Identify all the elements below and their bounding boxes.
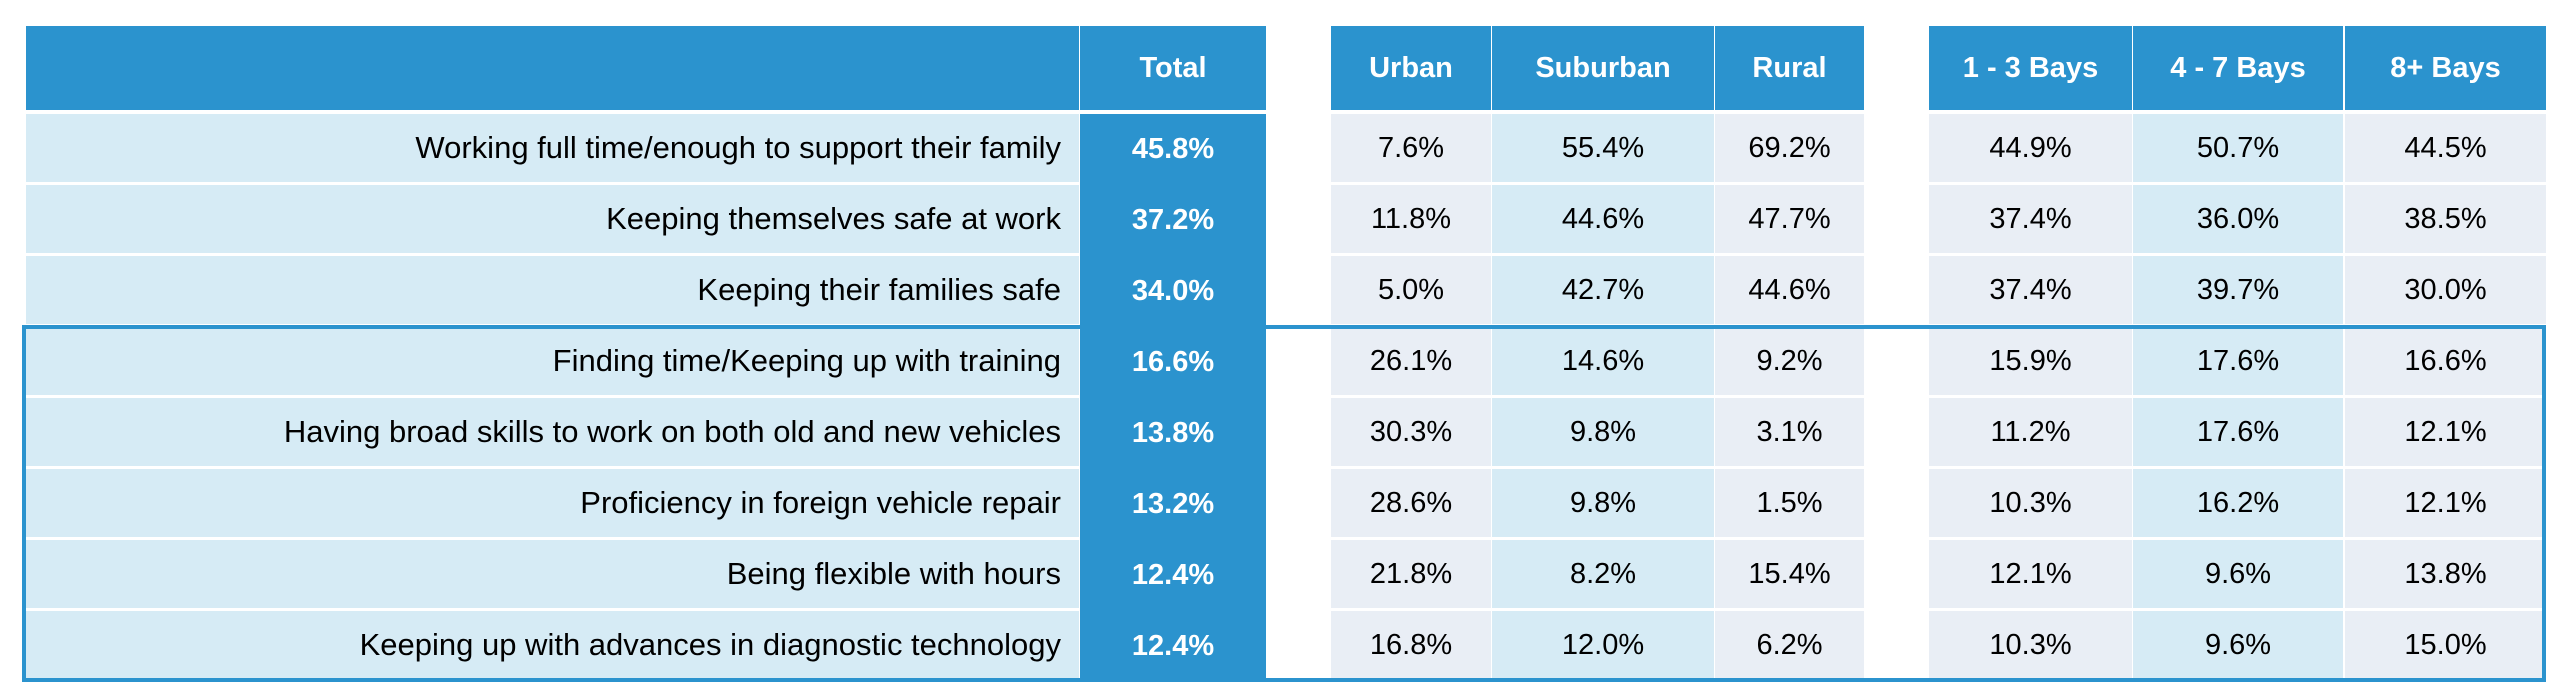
table-cell-4-7-bays: 9.6% bbox=[2133, 611, 2343, 679]
table-cell-8-bays: 12.1% bbox=[2345, 469, 2546, 537]
table-cell-suburban: 12.0% bbox=[1492, 611, 1714, 679]
column-header-4-7-bays: 4 - 7 Bays bbox=[2133, 26, 2343, 110]
row-label: Keeping themselves safe at work bbox=[26, 185, 1079, 253]
table-cell-suburban: 55.4% bbox=[1492, 114, 1714, 182]
table-cell-8-bays: 13.8% bbox=[2345, 540, 2546, 608]
column-header-rural: Rural bbox=[1715, 26, 1864, 110]
table-cell-total: 12.4% bbox=[1080, 540, 1266, 611]
table-cell-total: 34.0% bbox=[1080, 256, 1266, 327]
table-cell-1-3-bays: 15.9% bbox=[1929, 327, 2132, 395]
table-cell-1-3-bays: 10.3% bbox=[1929, 611, 2132, 679]
column-header-total: Total bbox=[1080, 26, 1266, 110]
table-cell-urban: 7.6% bbox=[1331, 114, 1491, 182]
table-cell-rural: 44.6% bbox=[1715, 256, 1864, 324]
row-label: Proficiency in foreign vehicle repair bbox=[26, 469, 1079, 537]
row-label: Working full time/enough to support thei… bbox=[26, 114, 1079, 182]
table-cell-4-7-bays: 16.2% bbox=[2133, 469, 2343, 537]
table-cell-8-bays: 38.5% bbox=[2345, 185, 2546, 253]
table-cell-1-3-bays: 37.4% bbox=[1929, 185, 2132, 253]
table-cell-total: 37.2% bbox=[1080, 185, 1266, 256]
table-cell-total: 16.6% bbox=[1080, 327, 1266, 398]
table-cell-1-3-bays: 10.3% bbox=[1929, 469, 2132, 537]
table-cell-urban: 26.1% bbox=[1331, 327, 1491, 395]
table-cell-rural: 9.2% bbox=[1715, 327, 1864, 395]
table-cell-8-bays: 12.1% bbox=[2345, 398, 2546, 466]
table-cell-suburban: 42.7% bbox=[1492, 256, 1714, 324]
table-cell-total: 12.4% bbox=[1080, 611, 1266, 682]
table-cell-urban: 28.6% bbox=[1331, 469, 1491, 537]
table-cell-suburban: 9.8% bbox=[1492, 398, 1714, 466]
table-cell-4-7-bays: 50.7% bbox=[2133, 114, 2343, 182]
table-cell-4-7-bays: 17.6% bbox=[2133, 327, 2343, 395]
table-cell-total: 45.8% bbox=[1080, 114, 1266, 185]
table-cell-1-3-bays: 12.1% bbox=[1929, 540, 2132, 608]
table-cell-urban: 16.8% bbox=[1331, 611, 1491, 679]
row-label: Having broad skills to work on both old … bbox=[26, 398, 1079, 466]
table-cell-rural: 47.7% bbox=[1715, 185, 1864, 253]
column-header-blank bbox=[26, 26, 1079, 110]
table-cell-rural: 1.5% bbox=[1715, 469, 1864, 537]
table-cell-suburban: 9.8% bbox=[1492, 469, 1714, 537]
table-cell-rural: 69.2% bbox=[1715, 114, 1864, 182]
table-cell-urban: 5.0% bbox=[1331, 256, 1491, 324]
table-cell-1-3-bays: 44.9% bbox=[1929, 114, 2132, 182]
table-cell-urban: 11.8% bbox=[1331, 185, 1491, 253]
row-label: Keeping up with advances in diagnostic t… bbox=[26, 611, 1079, 679]
table-cell-urban: 30.3% bbox=[1331, 398, 1491, 466]
column-header-suburban: Suburban bbox=[1492, 26, 1714, 110]
row-label: Finding time/Keeping up with training bbox=[26, 327, 1079, 395]
table-cell-8-bays: 30.0% bbox=[2345, 256, 2546, 324]
table-cell-1-3-bays: 37.4% bbox=[1929, 256, 2132, 324]
table-cell-total: 13.2% bbox=[1080, 469, 1266, 540]
column-header-1-3-bays: 1 - 3 Bays bbox=[1929, 26, 2132, 110]
table-cell-suburban: 14.6% bbox=[1492, 327, 1714, 395]
table-cell-8-bays: 44.5% bbox=[2345, 114, 2546, 182]
column-header-8-bays: 8+ Bays bbox=[2345, 26, 2546, 110]
table-cell-4-7-bays: 39.7% bbox=[2133, 256, 2343, 324]
table-cell-rural: 6.2% bbox=[1715, 611, 1864, 679]
table-cell-4-7-bays: 9.6% bbox=[2133, 540, 2343, 608]
table-cell-1-3-bays: 11.2% bbox=[1929, 398, 2132, 466]
table-cell-rural: 15.4% bbox=[1715, 540, 1864, 608]
table-cell-total: 13.8% bbox=[1080, 398, 1266, 469]
row-label: Being flexible with hours bbox=[26, 540, 1079, 608]
table-cell-8-bays: 15.0% bbox=[2345, 611, 2546, 679]
table-cell-urban: 21.8% bbox=[1331, 540, 1491, 608]
table-cell-4-7-bays: 36.0% bbox=[2133, 185, 2343, 253]
table-cell-rural: 3.1% bbox=[1715, 398, 1864, 466]
table-cell-4-7-bays: 17.6% bbox=[2133, 398, 2343, 466]
table-cell-suburban: 44.6% bbox=[1492, 185, 1714, 253]
table-cell-suburban: 8.2% bbox=[1492, 540, 1714, 608]
column-header-urban: Urban bbox=[1331, 26, 1491, 110]
row-label: Keeping their families safe bbox=[26, 256, 1079, 324]
table-cell-8-bays: 16.6% bbox=[2345, 327, 2546, 395]
